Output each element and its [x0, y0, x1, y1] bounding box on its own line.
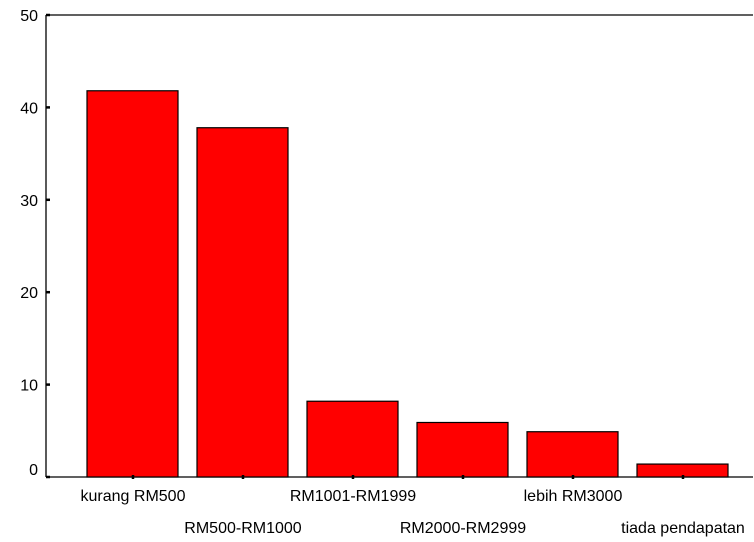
y-tick-label-1: 10 — [20, 378, 38, 395]
x-tick-label-0: kurang RM500 — [81, 488, 186, 505]
x-tick-label-1: RM500-RM1000 — [184, 520, 301, 537]
bar-0 — [86, 90, 179, 478]
y-tick-label-3: 30 — [20, 193, 38, 210]
bar-3 — [416, 421, 509, 478]
y-tick-label-0: 0 — [29, 462, 38, 479]
bar-1 — [196, 127, 289, 478]
y-tick-label-2: 20 — [20, 285, 38, 302]
y-tick-label-5: 50 — [20, 8, 38, 25]
x-tick-label-3: RM2000-RM2999 — [400, 520, 526, 537]
x-ticks-layer: kurang RM500 RM500-RM1000 RM1001-RM1999 RM2… — [81, 475, 745, 537]
bars-layer — [86, 90, 729, 478]
y-tick-label-4: 40 — [20, 100, 38, 117]
x-tick-label-4: lebih RM3000 — [524, 488, 623, 505]
bar-2 — [306, 400, 399, 478]
bar-4 — [526, 431, 619, 478]
x-tick-label-2: RM1001-RM1999 — [290, 488, 416, 505]
y-ticks-layer: 0 10 20 30 40 50 — [20, 8, 50, 479]
x-tick-label-5: tiada pendapatan — [621, 520, 745, 537]
